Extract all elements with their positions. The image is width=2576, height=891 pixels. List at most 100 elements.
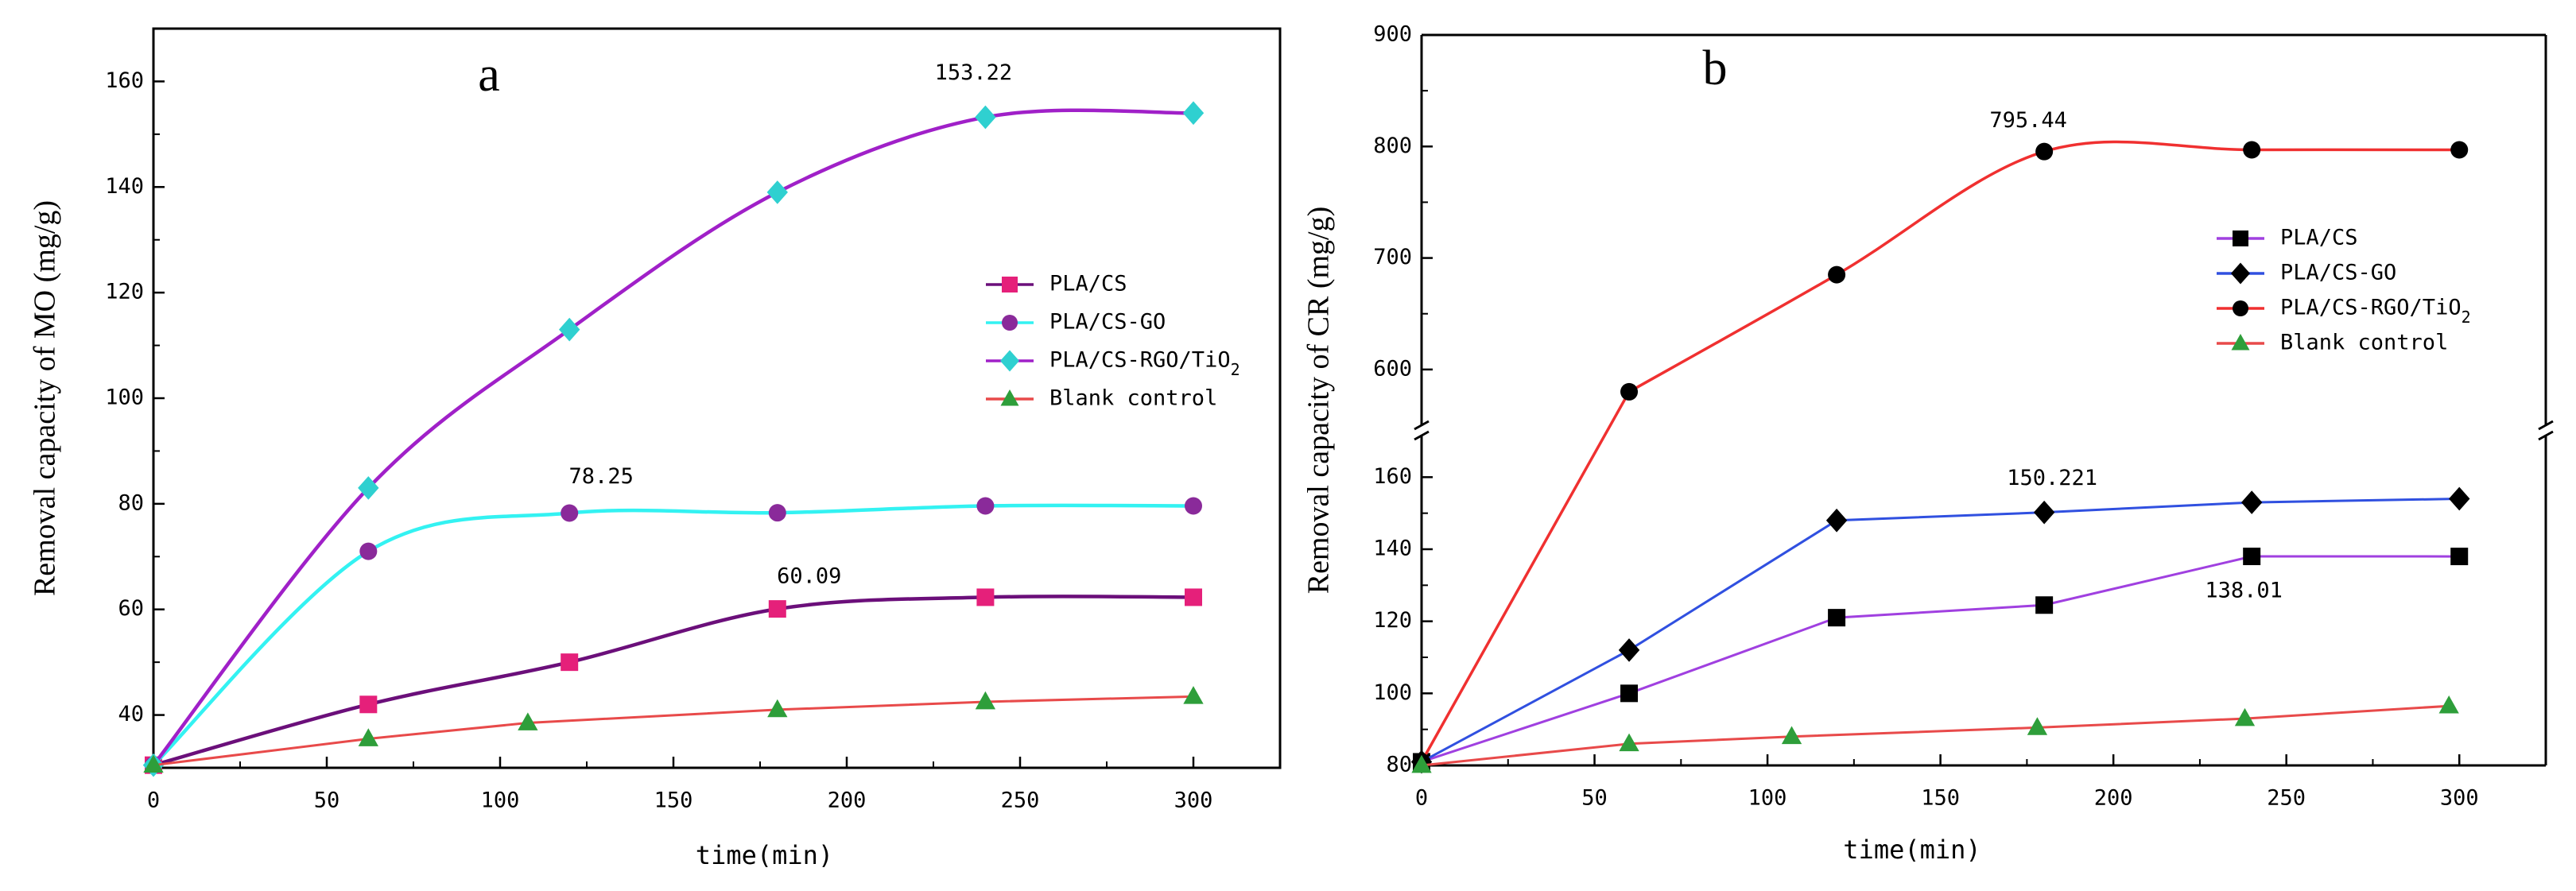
- panel-b-xtick-label: 0: [1415, 786, 1428, 811]
- panel-b-legend-marker: [2231, 334, 2250, 351]
- panel-b-data-point: [2033, 500, 2055, 525]
- panel-b-letter: b: [1703, 41, 1728, 95]
- panel-a-data-point: [561, 504, 579, 522]
- panel-a-y-axis-title: Removal capacity of MO (mg/g): [29, 200, 62, 596]
- panel-b-axis-break-mark: [2538, 420, 2554, 431]
- panel-a-data-point: [976, 588, 995, 606]
- panel-b-data-point: [2450, 141, 2469, 159]
- panel-a-data-label: 60.09: [777, 564, 841, 589]
- panel-a-data-point: [358, 728, 378, 746]
- panel-b-data-point: [1411, 754, 1432, 773]
- panel-b-xtick-label: 200: [2094, 786, 2133, 811]
- panel-b-data-point: [1619, 733, 1639, 752]
- panel-a-data-point: [359, 695, 378, 714]
- panel-a-legend-marker: [1000, 389, 1019, 406]
- panel-b-series-line: [1421, 555, 2460, 763]
- panel-a-chart: 0 50 100 150 200 250 300 40 60 80 100 120 140 160 Remo…: [29, 27, 1282, 870]
- panel-a-legend-subscript: 2: [1231, 360, 1240, 379]
- panel-a-series-line: [152, 108, 1194, 767]
- panel-a-data-point: [1183, 686, 1204, 704]
- panel-b-data-point: [2240, 490, 2263, 514]
- panel-a-xtick-label: 50: [314, 788, 340, 813]
- panel-a-data-point: [767, 699, 788, 718]
- panel-b-legend-marker: [2233, 230, 2248, 246]
- panel-b-legend-label: PLA/CS-GO: [2280, 261, 2396, 285]
- panel-a-data-point: [561, 653, 579, 672]
- panel-b-xtick-label: 50: [1581, 786, 1608, 811]
- panel-b-data-point: [1781, 726, 1802, 745]
- panel-a-xtick-label: 300: [1174, 788, 1213, 813]
- panel-b-legend-label: PLA/CS: [2280, 226, 2358, 250]
- panel-b-ytick-label: 900: [1373, 22, 1412, 47]
- panel-b-data-point: [1618, 638, 1640, 662]
- panel-a-xtick-label: 150: [654, 788, 693, 813]
- panel-b-axis-break-mark: [1414, 430, 1430, 441]
- panel-a-data-point: [975, 105, 996, 130]
- panel-a-legend-label: PLA/CS-RGO/TiO2: [1049, 348, 1240, 379]
- panel-b-chart: 0 50 100 150 200 250 300 600 700 800 900 80 100 120 14…: [1302, 22, 2554, 865]
- panel-a-data-point: [1182, 101, 1205, 126]
- panel-b-ytick-label: 800: [1373, 134, 1412, 158]
- panel-a-data-point: [975, 691, 996, 710]
- panel-a-ytick-label: 60: [118, 596, 144, 621]
- panel-b-data-point: [2234, 707, 2256, 726]
- panel-a-series-line: [152, 503, 1194, 767]
- panel-b-ytick-label: 80: [1386, 753, 1412, 777]
- panel-b-xtick-label: 300: [2440, 786, 2479, 811]
- panel-a-data-label: 153.22: [935, 60, 1013, 85]
- panel-b-data-point: [1828, 609, 1846, 627]
- panel-b-data-point: [2027, 717, 2048, 735]
- panel-b-legend-marker: [2233, 300, 2248, 316]
- panel-b-ytick-label: 140: [1373, 537, 1412, 561]
- panel-a-legend-label: PLA/CS: [1049, 272, 1127, 296]
- panel-b-legend-marker: [2231, 262, 2250, 285]
- panel-b-data-point: [2035, 596, 2054, 614]
- panel-b-data-point: [2450, 548, 2469, 566]
- panel-a-letter: a: [478, 48, 500, 102]
- panel-b-legend-label: PLA/CS-RGO/TiO2: [2280, 296, 2471, 327]
- panel-b-data-label: 138.01: [2205, 579, 2283, 603]
- panel-a-xtick-label: 250: [1001, 788, 1040, 813]
- panel-b-axis-break-mark: [2538, 430, 2554, 441]
- panel-b-xtick-label: 150: [1921, 786, 1960, 811]
- panel-a-data-point: [768, 600, 786, 618]
- panel-a-data-point: [768, 504, 786, 522]
- panel-a-xtick-label: 200: [828, 788, 867, 813]
- panel-a-data-point: [559, 317, 580, 342]
- panel-a-legend-label: Blank control: [1049, 386, 1217, 411]
- panel-a-xtick-label: 100: [481, 788, 520, 813]
- panel-a-legend-marker: [1002, 315, 1018, 331]
- panel-a-ytick-label: 120: [105, 280, 144, 304]
- panel-a-data-point: [143, 754, 164, 773]
- panel-b-y-axis-title: Removal capacity of CR (mg/g): [1302, 207, 1336, 595]
- panel-b-data-point: [1620, 382, 1639, 401]
- panel-b-data-point: [1620, 684, 1639, 703]
- panel-b-ytick-label: 100: [1373, 680, 1412, 705]
- panel-a-data-point: [766, 180, 788, 204]
- panel-a-data-point: [1185, 588, 1202, 606]
- panel-b-data-point: [1828, 265, 1846, 284]
- panel-a-legend-marker: [1000, 350, 1019, 372]
- panel-a-data-point: [518, 712, 538, 730]
- panel-b-data-point: [2449, 486, 2470, 511]
- panel-a-data-point: [358, 476, 379, 500]
- panel-b-data-point: [1825, 508, 1848, 533]
- panel-a-legend-label: PLA/CS-GO: [1049, 310, 1166, 335]
- panel-a-data-point: [1185, 497, 1202, 515]
- panel-a-ytick-label: 40: [118, 702, 144, 726]
- panel-b-data-point: [2035, 142, 2054, 161]
- panel-b-data-point: [2243, 141, 2261, 159]
- panel-a-ytick-label: 160: [105, 68, 144, 93]
- panel-a-legend-marker: [1002, 277, 1018, 292]
- panel-a-data-point: [359, 542, 378, 560]
- panel-b-ytick-label: 600: [1373, 356, 1412, 381]
- panel-a-xtick-label: 0: [147, 788, 160, 813]
- panel-a-x-axis-title: time(min): [696, 840, 833, 870]
- panel-a-series-line: [153, 695, 1194, 767]
- panel-a-ytick-label: 140: [105, 174, 144, 199]
- panel-b-ytick-label: 160: [1373, 464, 1412, 489]
- panel-b-legend-subscript: 2: [2462, 308, 2471, 327]
- panel-b-xtick-label: 100: [1748, 786, 1787, 811]
- panel-a-data-point: [976, 497, 995, 515]
- panel-b-x-axis-title: time(min): [1843, 835, 1980, 865]
